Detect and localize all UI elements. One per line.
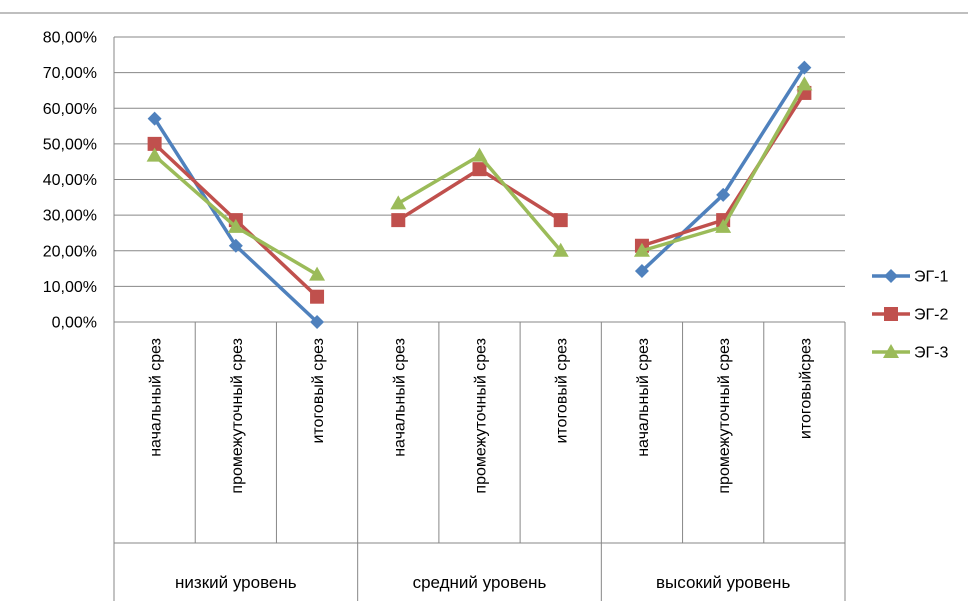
x-tick-label: промежуточный срез bbox=[716, 338, 733, 494]
data-point bbox=[471, 147, 488, 162]
x-group-label: низкий уровень bbox=[175, 573, 297, 592]
y-tick-label: 70,00% bbox=[43, 65, 97, 82]
x-group-label: высокий уровень bbox=[656, 573, 790, 592]
gridlines bbox=[113, 36, 845, 323]
series-line bbox=[640, 66, 806, 273]
legend-marker bbox=[884, 269, 898, 283]
y-tick-label: 50,00% bbox=[43, 136, 97, 153]
series-line bbox=[397, 167, 562, 222]
y-tick-label: 10,00% bbox=[43, 279, 97, 296]
y-tick-label: 0,00% bbox=[52, 315, 97, 332]
data-point bbox=[147, 111, 162, 126]
data-point bbox=[391, 213, 406, 228]
data-point bbox=[796, 76, 813, 91]
data-point bbox=[552, 242, 569, 257]
data-point bbox=[634, 264, 649, 279]
x-tick-label: начальный срез bbox=[391, 338, 408, 457]
data-point bbox=[146, 147, 163, 162]
data-point bbox=[472, 162, 487, 177]
data-point bbox=[716, 187, 731, 202]
data-point bbox=[715, 218, 732, 233]
data-point bbox=[797, 60, 812, 75]
data-point bbox=[228, 238, 243, 253]
data-point bbox=[553, 213, 568, 228]
legend-label: ЭГ-3 bbox=[914, 345, 948, 362]
y-tick-label: 40,00% bbox=[43, 172, 97, 189]
legend-label: ЭГ-2 bbox=[914, 307, 948, 324]
x-tick-label: промежуточный срез bbox=[473, 338, 490, 494]
series-layer bbox=[146, 60, 813, 329]
x-tick-label: промежуточный срез bbox=[229, 338, 246, 494]
x-tick-label: начальный срез bbox=[148, 338, 165, 457]
y-tick-label: 80,00% bbox=[43, 30, 97, 47]
data-point bbox=[310, 289, 325, 304]
data-point bbox=[390, 195, 407, 210]
data-point bbox=[309, 266, 326, 281]
y-tick-label: 20,00% bbox=[43, 243, 97, 260]
data-point bbox=[310, 315, 325, 329]
x-group-label: средний уровень bbox=[413, 573, 547, 592]
x-tick-label: итоговыйсрез bbox=[797, 338, 814, 439]
legend: ЭГ-1 ЭГ-2 ЭГ-3 bbox=[872, 269, 948, 362]
x-axis: начальный срез промежуточный срез итоговый… bbox=[113, 321, 846, 601]
data-point bbox=[633, 242, 650, 257]
legend-marker bbox=[884, 307, 898, 321]
legend-label: ЭГ-1 bbox=[914, 269, 948, 286]
x-tick-label: итоговый срез bbox=[310, 338, 327, 444]
legend-marker bbox=[883, 344, 899, 358]
y-tick-label: 60,00% bbox=[43, 101, 97, 118]
data-point bbox=[227, 218, 244, 233]
y-axis-tick-labels: 0,00% 10,00% 20,00% 30,00% 40,00% 50,00% 60,00… bbox=[43, 30, 97, 332]
data-point bbox=[147, 136, 162, 151]
x-tick-label: начальный срез bbox=[635, 338, 652, 457]
series-1 bbox=[147, 60, 812, 329]
series-2 bbox=[147, 85, 812, 304]
series-3 bbox=[146, 76, 813, 281]
y-tick-label: 30,00% bbox=[43, 208, 97, 225]
x-tick-label: итоговый срез bbox=[554, 338, 571, 444]
